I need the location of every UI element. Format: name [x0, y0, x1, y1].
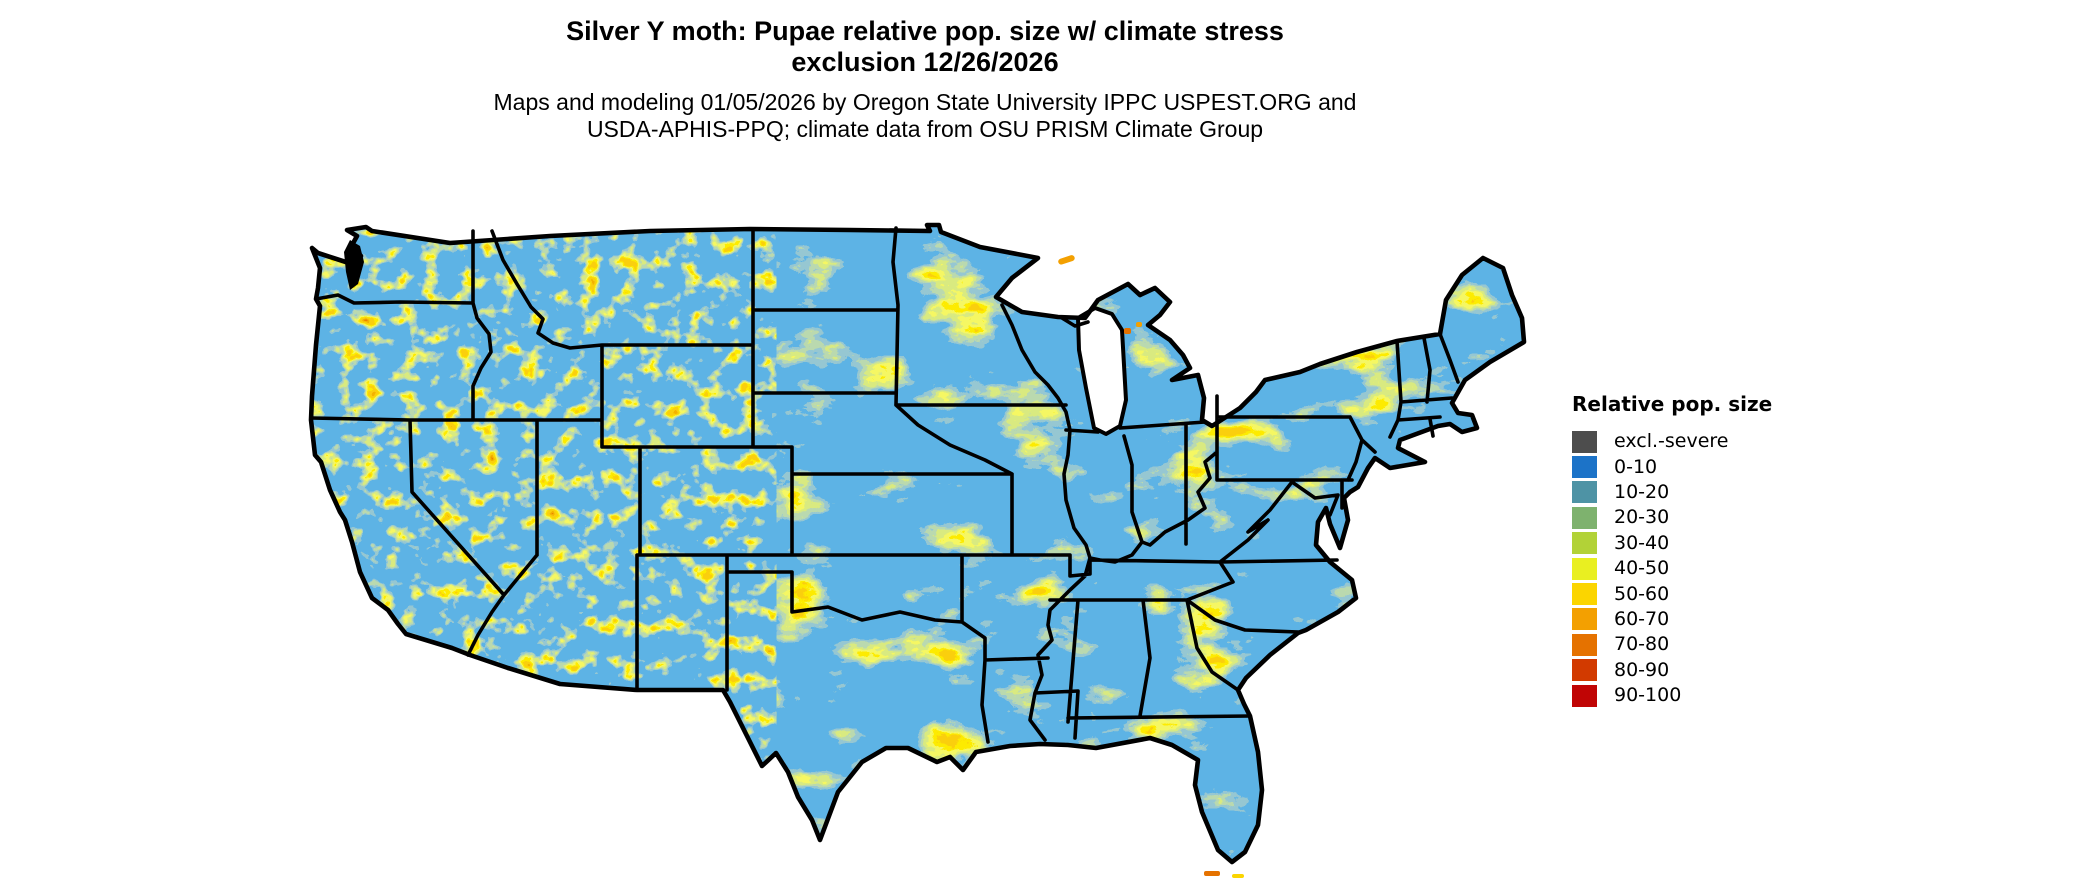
map-title: Silver Y moth: Pupae relative pop. size …	[305, 16, 1545, 78]
puget-sound	[344, 240, 364, 290]
state-borders	[309, 226, 1460, 744]
florida-key-west	[1204, 871, 1220, 876]
legend-swatch	[1572, 532, 1597, 555]
legend-item: 50-60	[1572, 581, 1772, 606]
legend-item: 30-40	[1572, 531, 1772, 556]
legend-label: 90-100	[1614, 684, 1682, 707]
isle-royale	[1058, 255, 1075, 265]
legend: Relative pop. size excl.-severe 0-10 10-20…	[1572, 392, 1772, 708]
legend-item: 40-50	[1572, 556, 1772, 581]
legend-label: 80-90	[1614, 658, 1670, 681]
map-subtitle-line2: USDA-APHIS-PPQ; climate data from OSU PR…	[586, 116, 1264, 142]
mackinac-island	[1124, 328, 1131, 334]
legend-label: 50-60	[1614, 582, 1670, 605]
legend-item: 90-100	[1572, 683, 1772, 708]
map-area	[305, 222, 1550, 890]
legend-item: 70-80	[1572, 632, 1772, 657]
islands	[1058, 255, 1244, 878]
legend-swatch	[1572, 506, 1597, 529]
legend-label: 10-20	[1614, 480, 1670, 503]
map-title-line2: exclusion 12/26/2026	[791, 47, 1059, 77]
legend-item: excl.-severe	[1572, 429, 1772, 454]
legend-swatch	[1572, 481, 1597, 504]
legend-label: 40-50	[1614, 557, 1670, 580]
legend-label: 0-10	[1614, 455, 1658, 478]
map-subtitle-line1: Maps and modeling 01/05/2026 by Oregon S…	[493, 89, 1357, 115]
legend-item: 80-90	[1572, 658, 1772, 683]
legend-item: 60-70	[1572, 607, 1772, 632]
legend-items: excl.-severe 0-10 10-20 20-30 30-40 40-50 50-6…	[1572, 429, 1772, 708]
legend-label: 20-30	[1614, 506, 1670, 529]
legend-swatch	[1572, 633, 1597, 656]
beaver-island	[1136, 322, 1142, 327]
legend-swatch	[1572, 583, 1597, 606]
us-map	[308, 222, 1527, 878]
nation-outline	[308, 222, 1527, 865]
legend-swatch	[1572, 430, 1597, 453]
legend-swatch	[1572, 659, 1597, 682]
florida-key-east	[1232, 874, 1244, 878]
lake-michigan	[1076, 306, 1128, 436]
legend-swatch	[1572, 684, 1597, 707]
legend-swatch	[1572, 456, 1597, 479]
legend-swatch	[1572, 608, 1597, 631]
legend-item: 20-30	[1572, 505, 1772, 530]
map-title-line1: Silver Y moth: Pupae relative pop. size …	[566, 16, 1284, 46]
legend-label: 60-70	[1614, 607, 1670, 630]
legend-label: excl.-severe	[1614, 430, 1729, 453]
title-block: Silver Y moth: Pupae relative pop. size …	[305, 16, 1545, 143]
legend-swatch	[1572, 557, 1597, 580]
legend-label: 30-40	[1614, 531, 1670, 554]
legend-label: 70-80	[1614, 633, 1670, 656]
legend-item: 0-10	[1572, 454, 1772, 479]
legend-title: Relative pop. size	[1572, 392, 1773, 416]
legend-item: 10-20	[1572, 480, 1772, 505]
map-subtitle: Maps and modeling 01/05/2026 by Oregon S…	[305, 89, 1545, 143]
